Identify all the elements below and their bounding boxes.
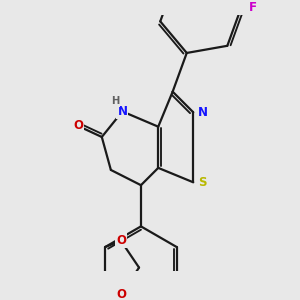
Text: O: O bbox=[73, 119, 83, 132]
Text: F: F bbox=[249, 1, 257, 13]
Text: O: O bbox=[116, 234, 126, 247]
Text: S: S bbox=[198, 176, 207, 189]
Text: H: H bbox=[111, 96, 119, 106]
Text: N: N bbox=[117, 105, 128, 118]
Text: O: O bbox=[116, 288, 126, 300]
Text: N: N bbox=[198, 106, 208, 119]
Text: F: F bbox=[248, 1, 256, 13]
